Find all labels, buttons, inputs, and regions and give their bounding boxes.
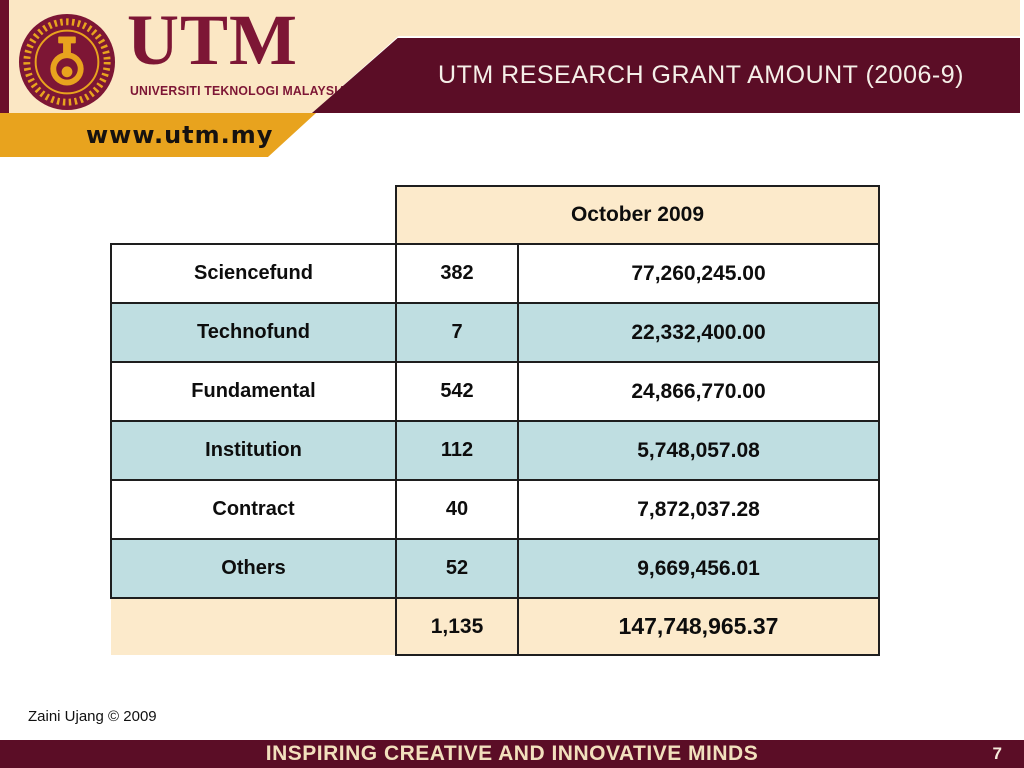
row-amount: 77,260,245.00 — [517, 243, 880, 304]
total-amount: 147,748,965.37 — [517, 597, 880, 656]
row-label: Sciencefund — [110, 243, 397, 304]
footer-bar: INSPIRING CREATIVE AND INNOVATIVE MINDS … — [0, 740, 1024, 768]
row-amount: 9,669,456.01 — [517, 538, 880, 599]
table-header-ghost-cell — [111, 186, 396, 244]
table-row: Others 52 9,669,456.01 — [110, 538, 880, 599]
slide-title: UTM RESEARCH GRANT AMOUNT (2006-9) — [438, 61, 964, 89]
row-count: 40 — [395, 479, 519, 540]
row-label: Institution — [110, 420, 397, 481]
table-row: Sciencefund 382 77,260,245.00 — [110, 243, 880, 304]
row-count: 7 — [395, 302, 519, 363]
row-amount: 7,872,037.28 — [517, 479, 880, 540]
table-total-row: 1,135 147,748,965.37 — [111, 597, 880, 656]
row-count: 542 — [395, 361, 519, 422]
utm-wordmark: UTM — [127, 0, 298, 80]
slide-page-number: 7 — [992, 744, 1002, 763]
author-credit: Zaini Ujang © 2009 — [28, 708, 157, 725]
row-amount: 24,866,770.00 — [517, 361, 880, 422]
table-row: Fundamental 542 24,866,770.00 — [110, 361, 880, 422]
grant-table: October 2009 Sciencefund 382 77,260,245.… — [110, 185, 880, 656]
total-count: 1,135 — [395, 597, 519, 656]
grant-table-body: Sciencefund 382 77,260,245.00 Technofund… — [110, 243, 880, 599]
table-total-ghost-cell — [111, 598, 396, 655]
row-amount: 22,332,400.00 — [517, 302, 880, 363]
row-label: Fundamental — [110, 361, 397, 422]
row-label: Technofund — [110, 302, 397, 363]
row-label: Contract — [110, 479, 397, 540]
footer-tagline: INSPIRING CREATIVE AND INNOVATIVE MINDS — [265, 742, 759, 765]
utm-wordmark-subtitle: UNIVERSITI TEKNOLOGI MALAYSIA — [130, 84, 347, 98]
table-row: Contract 40 7,872,037.28 — [110, 479, 880, 540]
slide-title-banner: UTM RESEARCH GRANT AMOUNT (2006-9) — [312, 38, 1020, 113]
utm-url: www.utm.my — [86, 121, 274, 149]
row-amount: 5,748,057.08 — [517, 420, 880, 481]
utm-seal-logo-icon — [18, 13, 116, 111]
row-count: 52 — [395, 538, 519, 599]
table-row: Institution 112 5,748,057.08 — [110, 420, 880, 481]
table-header-october-2009: October 2009 — [395, 185, 880, 245]
row-count: 382 — [395, 243, 519, 304]
row-count: 112 — [395, 420, 519, 481]
header-left-maroon-strip — [0, 0, 9, 114]
row-label: Others — [110, 538, 397, 599]
url-gold-bar: www.utm.my — [0, 113, 316, 157]
table-row: Technofund 7 22,332,400.00 — [110, 302, 880, 363]
table-header-row: October 2009 — [111, 185, 880, 245]
